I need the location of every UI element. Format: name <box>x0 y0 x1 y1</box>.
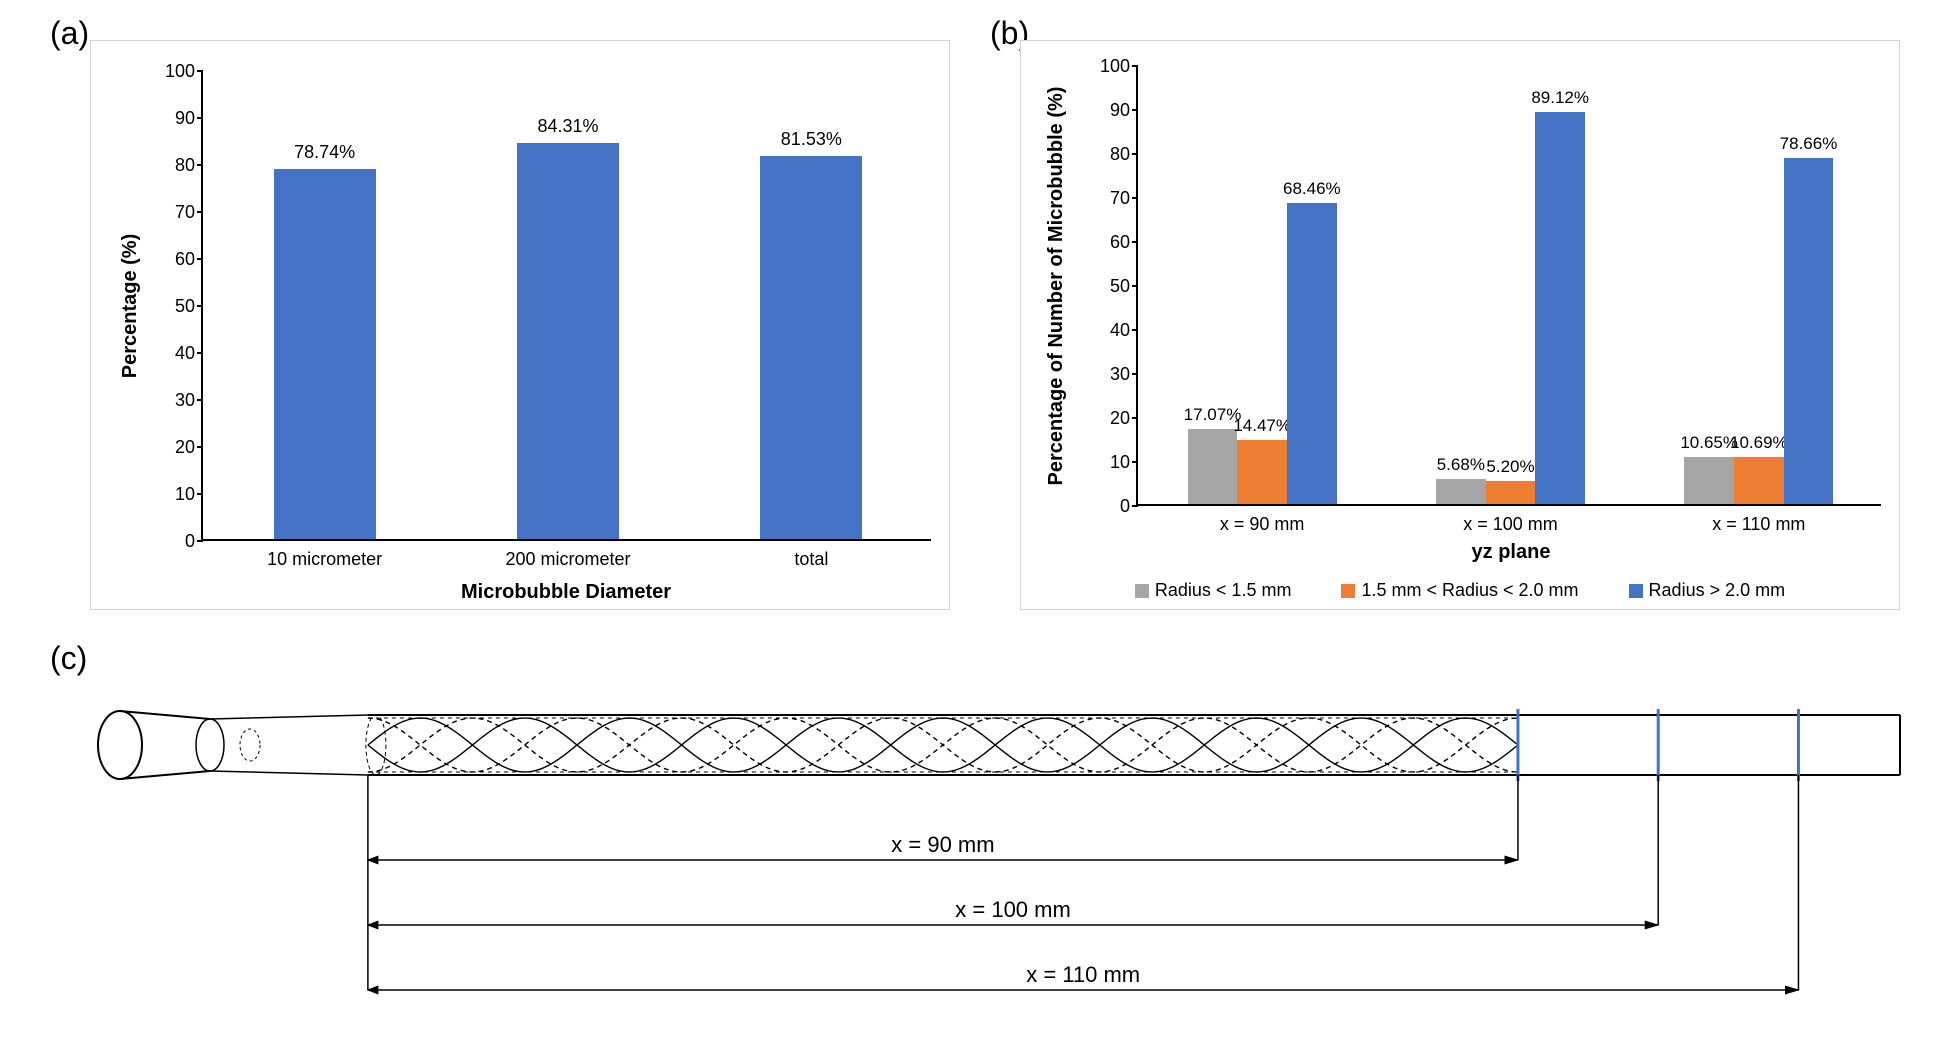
dimension-label: x = 110 mm <box>1026 962 1140 987</box>
chart-a-ytick-label: 90 <box>155 108 195 129</box>
chart-b-ytick-mark <box>1132 285 1138 287</box>
chart-b-ytick-label: 10 <box>1090 452 1130 473</box>
chart-b-ytick-label: 60 <box>1090 232 1130 253</box>
chart-b-ytick-label: 0 <box>1090 496 1130 517</box>
chart-a-category-label: total <box>794 549 828 570</box>
chart-b-bar <box>1535 112 1585 504</box>
chart-b-bar <box>1237 440 1287 504</box>
chart-b-ytick-mark <box>1132 373 1138 375</box>
chart-a-ylabel: Percentage (%) <box>119 234 142 379</box>
legend-item: Radius < 1.5 mm <box>1135 580 1292 601</box>
chart-b-bar <box>1684 457 1734 504</box>
legend-text: Radius < 1.5 mm <box>1155 580 1292 601</box>
legend-swatch <box>1629 584 1643 598</box>
chart-a-ytick-mark <box>197 305 203 307</box>
legend-text: 1.5 mm < Radius < 2.0 mm <box>1361 580 1578 601</box>
chart-b-bar <box>1287 203 1337 504</box>
chart-a-ytick-label: 10 <box>155 484 195 505</box>
chart-a-ytick-label: 80 <box>155 155 195 176</box>
legend-swatch <box>1341 584 1355 598</box>
chart-a-ytick-label: 40 <box>155 343 195 364</box>
chart-a-ytick-label: 30 <box>155 390 195 411</box>
chart-a-category-label: 200 micrometer <box>505 549 630 570</box>
diagram-svg: x = 90 mm x = 100 mm x = 110 mm <box>50 660 1920 1020</box>
chart-b-bar-value: 89.12% <box>1531 88 1589 108</box>
chart-a-xlabel: Microbubble Diameter <box>461 581 671 604</box>
chart-b-ytick-mark <box>1132 329 1138 331</box>
chart-b-plot-area: 010203040506070809010017.07%14.47%68.46%… <box>1136 66 1881 506</box>
chart-b-group-label: x = 100 mm <box>1463 514 1558 535</box>
chart-a-ytick-mark <box>197 70 203 72</box>
chart-b-bar <box>1486 481 1536 504</box>
chart-b-ytick-mark <box>1132 65 1138 67</box>
chart-b-ytick-label: 90 <box>1090 100 1130 121</box>
chart-b-bar-value: 5.20% <box>1486 457 1534 477</box>
chart-a-bar-value: 81.53% <box>781 129 842 150</box>
chart-a-ytick-mark <box>197 352 203 354</box>
chart-b-ytick-mark <box>1132 241 1138 243</box>
chart-a-ytick-mark <box>197 399 203 401</box>
chart-a-bar <box>274 169 376 539</box>
chart-b-bar <box>1188 429 1238 504</box>
legend-item: 1.5 mm < Radius < 2.0 mm <box>1341 580 1578 601</box>
chart-b-ytick-label: 40 <box>1090 320 1130 341</box>
chart-b-ylabel: Percentage of Number of Microbubble (%) <box>1045 87 1068 486</box>
dimension-label: x = 100 mm <box>955 897 1071 922</box>
chart-b-xlabel: yz plane <box>1472 541 1551 564</box>
chart-b-ytick-label: 100 <box>1090 56 1130 77</box>
chart-b-ytick-label: 30 <box>1090 364 1130 385</box>
chart-b-ytick-mark <box>1132 461 1138 463</box>
chart-a-ytick-mark <box>197 540 203 542</box>
chart-b-bar-value: 10.69% <box>1730 433 1788 453</box>
chart-b-group-label: x = 90 mm <box>1220 514 1305 535</box>
chart-b-ytick-mark <box>1132 505 1138 507</box>
dimension-label: x = 90 mm <box>891 832 994 857</box>
chart-b-ytick-mark <box>1132 153 1138 155</box>
subplot-label-a: (a) <box>50 15 89 52</box>
chart-b-bar <box>1734 457 1784 504</box>
chart-a-ytick-label: 100 <box>155 61 195 82</box>
chart-a-ytick-label: 70 <box>155 202 195 223</box>
chart-b-ytick-label: 20 <box>1090 408 1130 429</box>
chart-a-ytick-mark <box>197 446 203 448</box>
chart-a-ytick-mark <box>197 258 203 260</box>
chart-b-bar-value: 5.68% <box>1437 455 1485 475</box>
chart-a-ytick-mark <box>197 211 203 213</box>
chart-a-ytick-mark <box>197 493 203 495</box>
chart-a-bar <box>760 156 862 539</box>
chart-b-ytick-label: 50 <box>1090 276 1130 297</box>
chart-a-ytick-mark <box>197 117 203 119</box>
chart-b-group-label: x = 110 mm <box>1712 514 1805 535</box>
legend-item: Radius > 2.0 mm <box>1629 580 1786 601</box>
chart-b-bar-value: 14.47% <box>1233 416 1291 436</box>
legend-swatch <box>1135 584 1149 598</box>
chart-a-bar <box>517 143 619 539</box>
chart-b-ytick-mark <box>1132 417 1138 419</box>
panel-c: x = 90 mm x = 100 mm x = 110 mm <box>50 660 1920 1020</box>
chart-a-bar-value: 78.74% <box>294 142 355 163</box>
chart-b-ytick-mark <box>1132 109 1138 111</box>
chart-a-ytick-label: 20 <box>155 437 195 458</box>
chart-a-bar-value: 84.31% <box>537 116 598 137</box>
chart-a-ytick-label: 60 <box>155 249 195 270</box>
chart-b-bar <box>1436 479 1486 504</box>
chart-a-ytick-label: 0 <box>155 531 195 552</box>
chart-b-bar <box>1784 158 1834 504</box>
chart-b-ytick-label: 80 <box>1090 144 1130 165</box>
chart-a-plot-area: 010203040506070809010078.74%10 micromete… <box>201 71 931 541</box>
chart-b-bar-value: 78.66% <box>1780 134 1838 154</box>
chart-b-ytick-label: 70 <box>1090 188 1130 209</box>
chart-b-ytick-mark <box>1132 197 1138 199</box>
chart-b-legend: Radius < 1.5 mm 1.5 mm < Radius < 2.0 mm R… <box>1021 580 1899 601</box>
chart-a-category-label: 10 micrometer <box>267 549 382 570</box>
chart-a-panel: 0 10 20 30 40 50 60 70 80 90 100 78.74% 10 micromete… <box>90 40 950 610</box>
chart-b-bar-value: 68.46% <box>1283 179 1341 199</box>
legend-text: Radius > 2.0 mm <box>1649 580 1786 601</box>
chart-a-ytick-label: 50 <box>155 296 195 317</box>
chart-b-panel: 010203040506070809010017.07%14.47%68.46%… <box>1020 40 1900 610</box>
chart-a-ytick-mark <box>197 164 203 166</box>
